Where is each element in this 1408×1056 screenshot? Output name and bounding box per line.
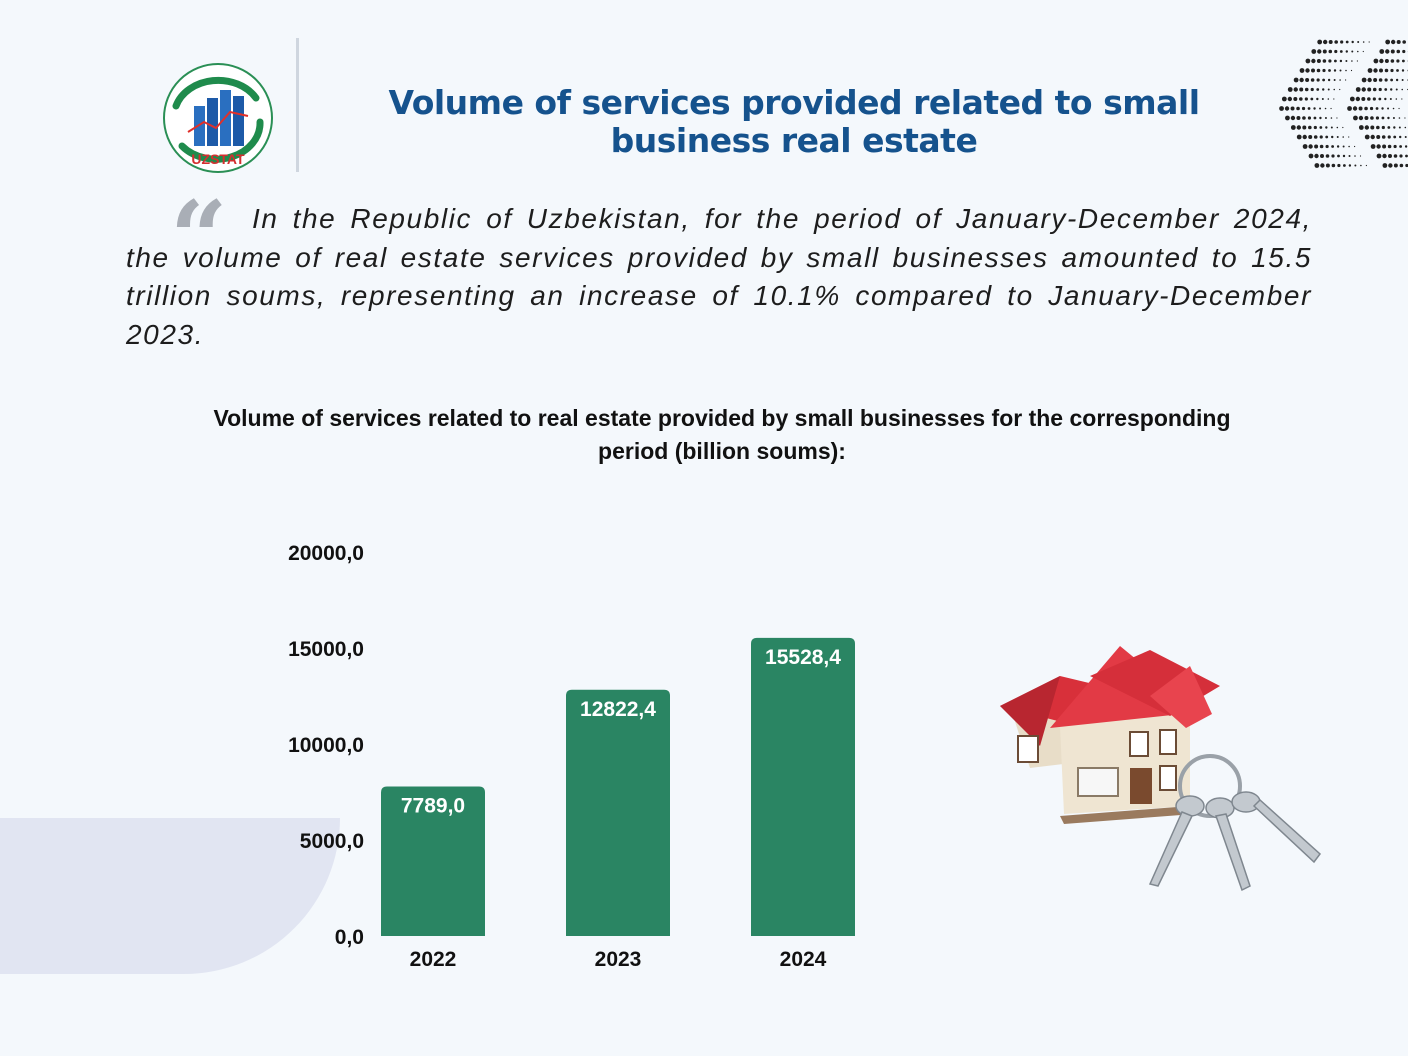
uzstat-logo: UZSTAT: [163, 63, 273, 173]
page-title: Volume of services provided related to s…: [388, 83, 1200, 160]
data-label: 15528,4: [765, 646, 841, 669]
bar-2023: [566, 689, 670, 936]
y-tick-label: 0,0: [335, 926, 364, 949]
y-tick-label: 5000,0: [300, 830, 364, 853]
chart-title: Volume of services related to real estat…: [213, 405, 1231, 464]
data-label: 12822,4: [580, 698, 656, 721]
y-tick-label: 10000,0: [288, 734, 364, 757]
data-label: 7789,0: [401, 794, 465, 817]
y-tick-label: 20000,0: [288, 542, 364, 565]
house-with-keys-icon: [1000, 646, 1322, 892]
x-tick-label: 2024: [780, 948, 827, 971]
header-divider: [296, 38, 299, 172]
x-tick-label: 2022: [410, 948, 457, 971]
dotted-chevron-decoration: [1279, 39, 1408, 168]
logo-text: UZSTAT: [191, 151, 245, 167]
bar-2022: [381, 786, 485, 936]
bar-2024: [751, 637, 855, 936]
bar-chart: 0,0 5000,0 10000,0 15000,0 20000,0 7789,0 2022…: [288, 542, 855, 971]
intro-paragraph: In the Republic of Uzbekistan, for the p…: [126, 203, 1312, 350]
y-tick-label: 15000,0: [288, 638, 364, 661]
x-tick-label: 2023: [595, 948, 642, 971]
quote-icon: “: [170, 179, 228, 297]
